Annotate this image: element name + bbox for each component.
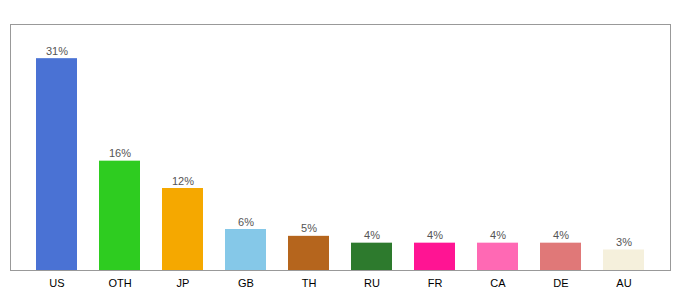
svg-text:12%: 12% — [172, 175, 194, 187]
svg-text:OTH: OTH — [108, 277, 131, 289]
svg-text:US: US — [49, 277, 64, 289]
svg-text:5%: 5% — [301, 222, 317, 234]
svg-text:GB: GB — [238, 277, 254, 289]
svg-text:4%: 4% — [364, 229, 380, 241]
svg-text:RU: RU — [364, 277, 380, 289]
svg-text:AU: AU — [616, 277, 631, 289]
svg-text:DE: DE — [553, 277, 568, 289]
svg-text:FR: FR — [428, 277, 443, 289]
svg-text:31%: 31% — [46, 45, 68, 57]
svg-text:6%: 6% — [238, 216, 254, 228]
svg-text:4%: 4% — [553, 229, 569, 241]
svg-text:4%: 4% — [490, 229, 506, 241]
svg-text:TH: TH — [302, 277, 317, 289]
svg-text:16%: 16% — [109, 147, 131, 159]
svg-text:JP: JP — [177, 277, 190, 289]
svg-text:3%: 3% — [616, 236, 632, 248]
svg-text:CA: CA — [490, 277, 506, 289]
svg-text:4%: 4% — [427, 229, 443, 241]
